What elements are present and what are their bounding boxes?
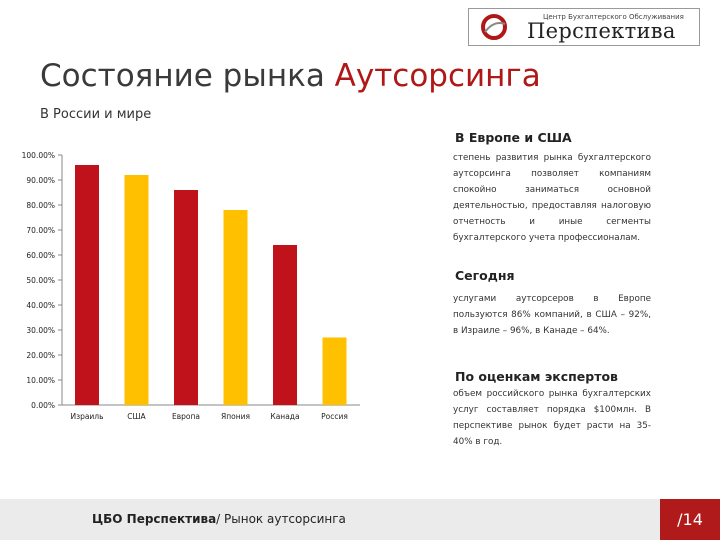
y-tick-label: 70.00%	[26, 226, 55, 235]
bar-chart: 0.00% 10.00% 20.00% 30.00% 40.00% 50.00% 60.00…	[22, 151, 360, 421]
x-axis-labels: Израиль США Европа Япония Канада Россия	[70, 412, 347, 421]
x-tick-label: Канада	[270, 412, 299, 421]
x-tick-label: Европа	[172, 412, 200, 421]
y-tick-label: 50.00%	[26, 276, 55, 285]
y-tick-label: 100.00%	[22, 151, 55, 160]
x-tick-label: Россия	[321, 412, 348, 421]
page-title: Состояние рынка Аутсорсинга	[40, 58, 541, 94]
bar-2	[174, 190, 198, 405]
section-heading-today: Сегодня	[455, 268, 515, 283]
y-tick-label: 60.00%	[26, 251, 55, 260]
bars	[75, 165, 347, 405]
section-text-today: услугами аутсорсеров в Европе пользуются…	[453, 294, 651, 336]
logo-emblem-icon	[481, 14, 507, 40]
page-number: /14	[660, 499, 720, 540]
x-tick-label: США	[127, 412, 146, 421]
section-text-experts: объем российского рынка бухгалтерских ус…	[453, 389, 651, 447]
bar-5	[322, 337, 347, 405]
y-tick-label: 90.00%	[26, 176, 55, 185]
title-part-1: Состояние рынка	[40, 58, 325, 94]
y-tick-label: 10.00%	[26, 376, 55, 385]
page-subtitle: В России и мире	[40, 107, 152, 122]
title-part-2: Аутсорсинга	[334, 58, 541, 94]
y-tick-label: 20.00%	[26, 351, 55, 360]
y-axis: 0.00% 10.00% 20.00% 30.00% 40.00% 50.00% 60.00…	[22, 151, 360, 410]
footer-caption: ЦБО Перспектива/ Рынок аутсорсинга	[92, 512, 346, 526]
bar-0	[75, 165, 99, 405]
logo-tagline: Центр Бухгалтерского Обслуживания	[543, 13, 684, 21]
section-heading-experts: По оценкам экспертов	[455, 369, 618, 384]
bar-1	[124, 175, 149, 405]
x-tick-label: Израиль	[70, 412, 103, 421]
section-text-europe-usa: степень развития рынка бухгалтерского ау…	[453, 153, 651, 243]
y-tick-label: 30.00%	[26, 326, 55, 335]
section-heading-europe-usa: В Европе и США	[455, 130, 572, 145]
footer-topic: / Рынок аутсорсинга	[216, 512, 346, 526]
y-tick-label: 80.00%	[26, 201, 55, 210]
bar-3	[223, 210, 248, 405]
bar-4	[273, 245, 297, 405]
logo-name: Перспектива	[527, 19, 676, 43]
footer-bar: ЦБО Перспектива/ Рынок аутсорсинга	[0, 499, 660, 540]
footer-brand: ЦБО Перспектива	[92, 512, 217, 526]
company-logo: Центр Бухгалтерского Обслуживания Перспе…	[468, 8, 700, 46]
y-tick-label: 0.00%	[31, 401, 55, 410]
y-tick-label: 40.00%	[26, 301, 55, 310]
x-tick-label: Япония	[221, 412, 250, 421]
